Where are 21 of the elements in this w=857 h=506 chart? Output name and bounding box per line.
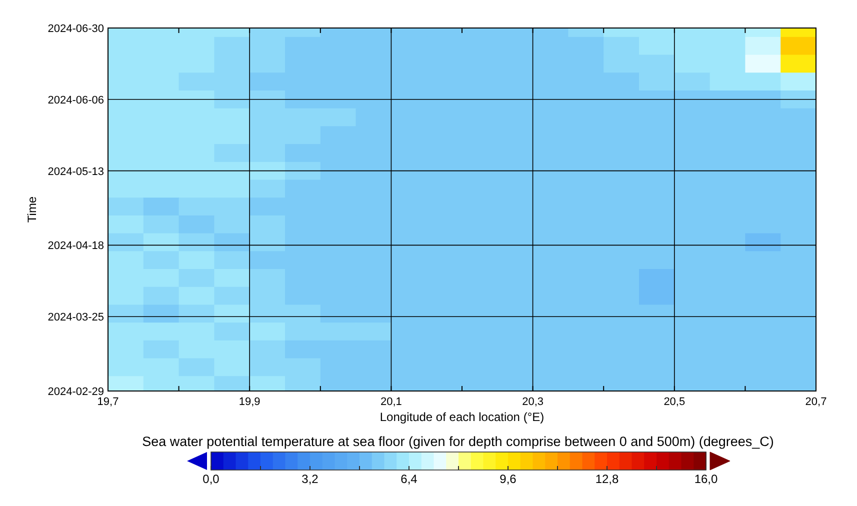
color-bar-label: 0,0 — [202, 472, 220, 486]
x-tick-label: 20,7 — [805, 396, 827, 408]
y-tick-label: 2024-06-06 — [48, 94, 104, 106]
color-bar-label: 16,0 — [694, 472, 718, 486]
color-bar-label: 9,6 — [500, 472, 517, 486]
x-tick-label: 20,1 — [380, 396, 402, 408]
x-tick-label: 19,9 — [238, 396, 260, 408]
y-tick-label: 2024-03-25 — [48, 312, 104, 324]
x-tick-label: 20,3 — [522, 396, 544, 408]
x-tick-label: 19,7 — [97, 396, 119, 408]
y-tick-label: 2024-06-30 — [48, 23, 104, 35]
color-bar-title: Sea water potential temperature at sea floor (given for depth comprise between 0 and 500m) (degrees_C) — [142, 434, 774, 449]
x-axis-title: Longitude of each location (°E) — [380, 410, 544, 424]
y-axis-title: Time — [25, 196, 39, 223]
color-bar-label: 12,8 — [595, 472, 619, 486]
color-bar-label: 3,2 — [302, 472, 319, 486]
y-tick-label: 2024-02-29 — [48, 386, 104, 398]
y-tick-label: 2024-05-13 — [48, 166, 104, 178]
y-tick-label: 2024-04-18 — [48, 240, 104, 252]
x-tick-label: 20,5 — [664, 396, 686, 408]
color-bar-label: 6,4 — [400, 472, 418, 486]
